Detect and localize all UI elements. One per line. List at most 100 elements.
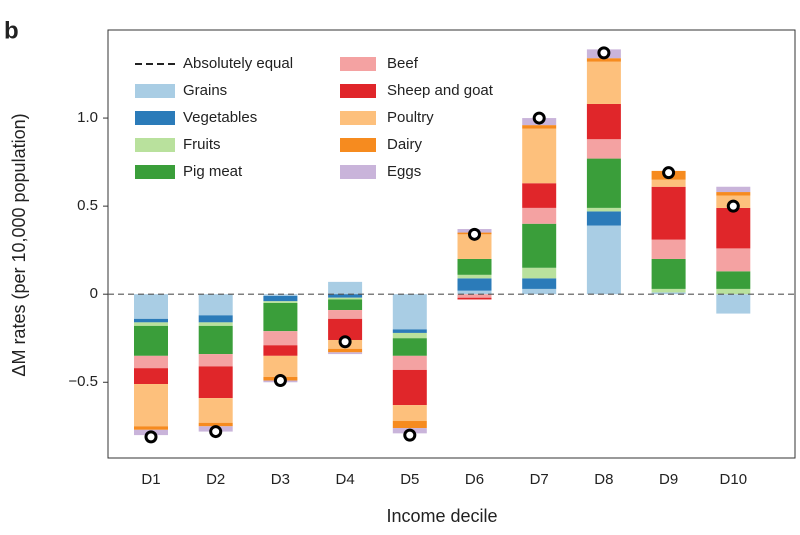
- bar-segment: [651, 288, 686, 293]
- bar-segment: [134, 294, 168, 319]
- bar-segment: [263, 303, 298, 332]
- legend-swatch: [135, 165, 175, 179]
- bar-segment: [522, 278, 557, 289]
- bar-segment: [522, 267, 557, 279]
- bar-segment: [134, 368, 168, 385]
- bar-segment: [134, 426, 168, 430]
- bar-segment: [522, 183, 557, 208]
- bar-segment: [522, 125, 557, 129]
- x-tick-label: D1: [141, 471, 160, 488]
- legend-label: Vegetables: [183, 109, 257, 126]
- bar-segment: [716, 271, 751, 289]
- bar-segment: [586, 207, 621, 212]
- x-tick-label: D10: [720, 471, 748, 488]
- x-tick-label: D3: [271, 471, 290, 488]
- bar-segment: [263, 295, 298, 302]
- legend-label: Poultry: [387, 109, 434, 126]
- legend-label: Sheep and goat: [387, 82, 494, 99]
- bar-segment: [716, 192, 751, 196]
- legend-swatch: [135, 111, 175, 125]
- plot-frame: [107, 29, 796, 459]
- y-axis-label: ΔM rates (per 10,000 population): [9, 113, 29, 376]
- x-axis-label: Income decile: [386, 506, 497, 526]
- x-tick-label: D6: [465, 471, 484, 488]
- bar-segment: [586, 58, 621, 62]
- bar-segment: [134, 355, 168, 369]
- bar-segment: [328, 281, 363, 295]
- bar-segment: [328, 294, 363, 298]
- legend-swatch: [340, 57, 376, 71]
- net-marker: [144, 430, 158, 444]
- bar-segment: [328, 297, 363, 300]
- x-tick-label: D4: [336, 471, 355, 488]
- bar-segment: [134, 318, 168, 323]
- bar-segment: [392, 355, 427, 370]
- bar-segment: [716, 207, 751, 249]
- legend-swatch: [340, 165, 376, 179]
- bar-segment: [263, 301, 298, 304]
- bar-segment: [134, 384, 168, 427]
- bar-segment: [198, 322, 233, 326]
- legend-label: Absolutely equal: [183, 55, 293, 72]
- bar-segment: [198, 422, 233, 427]
- bar-segment: [263, 331, 298, 346]
- bar-segment: [716, 186, 751, 193]
- bar-segment: [457, 290, 492, 295]
- net-marker: [273, 374, 287, 388]
- bar-segment: [328, 310, 363, 319]
- legend-label: Dairy: [387, 136, 423, 153]
- bar-segment: [651, 258, 686, 289]
- bar-segment: [392, 332, 427, 339]
- net-marker: [403, 428, 417, 442]
- y-tick-label: −0.5: [68, 373, 98, 390]
- bar-segment: [392, 421, 427, 429]
- bar-segment: [586, 139, 621, 159]
- bar-segment: [716, 248, 751, 272]
- bar-segment: [586, 158, 621, 208]
- legend-label: Grains: [183, 82, 227, 99]
- y-tick-label: 1.0: [77, 109, 98, 126]
- bar-segment: [198, 325, 233, 355]
- bar-segment: [134, 325, 168, 356]
- bar-segment: [522, 207, 557, 224]
- bar-segment: [198, 398, 233, 423]
- bar-segment: [457, 278, 492, 291]
- bar-segment: [392, 369, 427, 406]
- net-marker: [726, 199, 740, 213]
- bar-segment: [586, 225, 621, 295]
- bar-segment: [392, 294, 427, 330]
- bar-segment: [328, 318, 363, 340]
- legend-swatch: [340, 138, 376, 152]
- bar-segment: [263, 355, 298, 377]
- net-marker: [597, 46, 611, 60]
- net-marker: [532, 111, 546, 125]
- legend-swatch: [135, 138, 175, 152]
- bar-segment: [651, 292, 686, 295]
- net-marker: [662, 166, 676, 180]
- bar-segment: [263, 294, 298, 296]
- legend-label: Fruits: [183, 136, 221, 153]
- bar-segment: [522, 288, 557, 295]
- bar-segment: [457, 274, 492, 279]
- x-tick-label: D2: [206, 471, 225, 488]
- bar-segment: [651, 179, 686, 187]
- bar-segment: [716, 288, 751, 295]
- bar-segment: [651, 239, 686, 259]
- bar-segment: [198, 315, 233, 323]
- bar-segment: [328, 299, 363, 311]
- bar-segment: [392, 329, 427, 333]
- bar-segment: [392, 338, 427, 356]
- bar-segment: [586, 211, 621, 226]
- legend-label: Pig meat: [183, 163, 243, 180]
- bar-segment: [198, 354, 233, 367]
- net-marker: [338, 335, 352, 349]
- x-tick-label: D8: [594, 471, 613, 488]
- bar-segment: [198, 366, 233, 399]
- y-tick-label: 0.5: [77, 197, 98, 214]
- bar-segment: [134, 322, 168, 326]
- bar-segment: [651, 186, 686, 240]
- legend-swatch: [135, 84, 175, 98]
- bar-segment: [457, 294, 492, 298]
- bar-segment: [263, 345, 298, 356]
- legend-swatch: [340, 111, 376, 125]
